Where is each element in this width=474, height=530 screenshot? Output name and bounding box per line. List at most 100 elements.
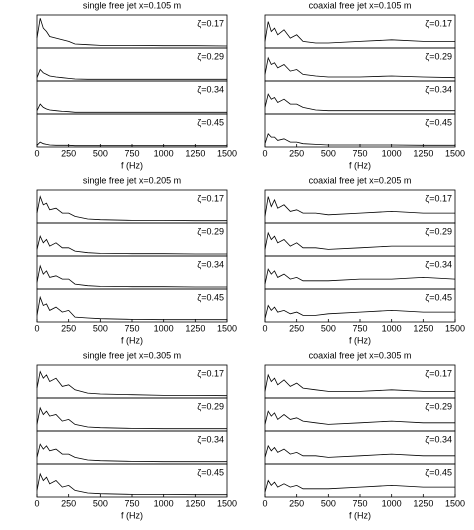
- spectrum: [264, 444, 455, 458]
- x-axis-label: f (Hz): [121, 160, 143, 170]
- strip-label: ζ=0.34: [425, 434, 452, 444]
- x-tick-label: 1250: [185, 498, 205, 508]
- x-tick-label: 250: [289, 498, 304, 508]
- x-tick-label: 250: [289, 323, 304, 333]
- panel-title: coaxial free jet x=0.105 m: [309, 0, 412, 10]
- panel-title: coaxial free jet x=0.305 m: [309, 350, 412, 360]
- x-tick-label: 750: [352, 323, 367, 333]
- x-tick-label: 500: [321, 148, 336, 158]
- spectrum: [264, 56, 456, 79]
- strip-label: ζ=0.34: [425, 259, 452, 269]
- x-tick-label: 1250: [185, 323, 205, 333]
- x-tick-label: 0: [34, 148, 39, 158]
- x-tick-label: 750: [352, 148, 367, 158]
- x-tick-label: 1500: [445, 148, 465, 158]
- spectrum: [36, 103, 227, 113]
- strip-label: ζ=0.29: [197, 401, 224, 411]
- strip-label: ζ=0.29: [425, 51, 452, 61]
- x-tick-label: 0: [34, 323, 39, 333]
- x-tick-label: 250: [61, 148, 76, 158]
- strip-label: ζ=0.29: [197, 51, 224, 61]
- spectrum: [36, 472, 227, 496]
- spectrum: [264, 410, 455, 425]
- strip-label: ζ=0.34: [197, 84, 224, 94]
- x-axis-label: f (Hz): [349, 335, 371, 345]
- spectrum: [264, 268, 456, 285]
- x-tick-label: 250: [61, 323, 76, 333]
- x-tick-label: 500: [321, 323, 336, 333]
- strip-label: ζ=0.45: [197, 292, 224, 302]
- strip-label: ζ=0.17: [425, 18, 452, 28]
- x-tick-label: 1000: [154, 148, 174, 158]
- x-axis-label: f (Hz): [349, 510, 371, 520]
- strip-label: ζ=0.29: [197, 226, 224, 236]
- x-tick-label: 750: [124, 323, 139, 333]
- x-tick-label: 1500: [217, 148, 237, 158]
- x-tick-label: 750: [124, 498, 139, 508]
- spectrum: [264, 373, 455, 392]
- x-tick-label: 500: [321, 498, 336, 508]
- x-tick-label: 1500: [217, 323, 237, 333]
- strip-label: ζ=0.17: [197, 18, 224, 28]
- strip-label: ζ=0.45: [197, 117, 224, 127]
- panel-title: single free jet x=0.305 m: [83, 350, 181, 360]
- x-tick-label: 1500: [445, 498, 465, 508]
- x-tick-label: 1500: [445, 323, 465, 333]
- spectrum: [264, 479, 455, 493]
- x-tick-label: 250: [289, 148, 304, 158]
- x-tick-label: 1500: [217, 498, 237, 508]
- spectrum: [36, 68, 227, 80]
- x-tick-label: 1000: [382, 148, 402, 158]
- strip-label: ζ=0.17: [425, 193, 452, 203]
- x-tick-label: 500: [93, 498, 108, 508]
- strip-label: ζ=0.34: [197, 434, 224, 444]
- x-tick-label: 0: [262, 498, 267, 508]
- x-tick-label: 1000: [154, 498, 174, 508]
- x-tick-label: 1000: [154, 323, 174, 333]
- strip-label: ζ=0.29: [425, 401, 452, 411]
- strip-label: ζ=0.17: [197, 368, 224, 378]
- x-tick-label: 0: [34, 498, 39, 508]
- x-axis-label: f (Hz): [349, 160, 371, 170]
- x-tick-label: 250: [61, 498, 76, 508]
- spectrum: [36, 264, 227, 288]
- x-tick-label: 1250: [413, 148, 433, 158]
- spectrum: [264, 93, 455, 112]
- x-tick-label: 1250: [413, 323, 433, 333]
- spectrum: [36, 443, 227, 463]
- x-tick-label: 1000: [382, 498, 402, 508]
- spectrum: [36, 195, 227, 222]
- strip-label: ζ=0.45: [425, 292, 452, 302]
- spectrum: [36, 18, 228, 47]
- x-axis-label: f (Hz): [121, 335, 143, 345]
- x-tick-label: 0: [262, 148, 267, 158]
- strip-label: ζ=0.45: [425, 467, 452, 477]
- x-tick-label: 1250: [185, 148, 205, 158]
- strip-label: ζ=0.34: [425, 84, 452, 94]
- panel-title: single free jet x=0.105 m: [83, 0, 181, 10]
- x-tick-label: 1000: [382, 323, 402, 333]
- spectrum: [36, 295, 227, 321]
- x-tick-label: 500: [93, 323, 108, 333]
- spectrum: [264, 133, 455, 146]
- x-tick-label: 750: [124, 148, 139, 158]
- x-tick-label: 0: [262, 323, 267, 333]
- x-axis-label: f (Hz): [121, 510, 143, 520]
- spectrum: [264, 196, 455, 217]
- strip-label: ζ=0.17: [425, 368, 452, 378]
- spectrum: [36, 406, 227, 430]
- spectrum: [264, 304, 455, 319]
- spectrum: [36, 370, 228, 397]
- strip-label: ζ=0.34: [197, 259, 224, 269]
- x-tick-label: 1250: [413, 498, 433, 508]
- panel-title: coaxial free jet x=0.205 m: [309, 175, 412, 185]
- strip-label: ζ=0.29: [425, 226, 452, 236]
- x-tick-label: 500: [93, 148, 108, 158]
- strip-label: ζ=0.17: [197, 193, 224, 203]
- strip-label: ζ=0.45: [197, 467, 224, 477]
- x-tick-label: 750: [352, 498, 367, 508]
- spectrum: [36, 235, 227, 255]
- spectrum: [264, 231, 455, 250]
- spectrum: [264, 21, 455, 44]
